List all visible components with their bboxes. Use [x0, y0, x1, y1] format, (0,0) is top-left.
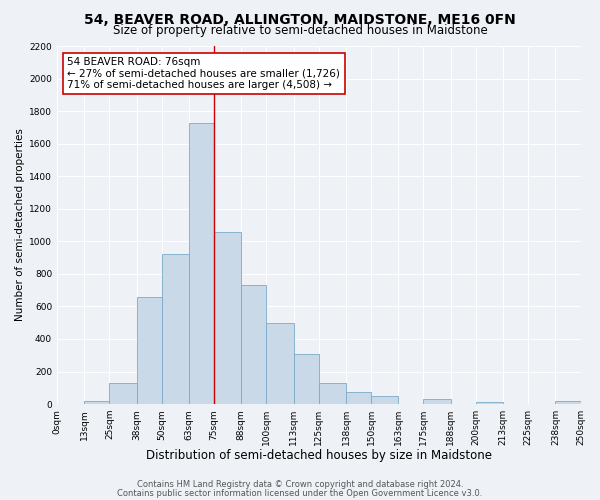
Bar	[476, 402, 503, 404]
Bar	[556, 401, 581, 404]
Text: Contains HM Land Registry data © Crown copyright and database right 2024.: Contains HM Land Registry data © Crown c…	[137, 480, 463, 489]
Bar	[319, 383, 346, 404]
Bar	[293, 354, 319, 404]
Bar	[346, 392, 371, 404]
Bar	[137, 296, 162, 404]
Y-axis label: Number of semi-detached properties: Number of semi-detached properties	[15, 128, 25, 322]
Bar	[241, 286, 266, 404]
Bar	[266, 322, 293, 404]
Text: Contains public sector information licensed under the Open Government Licence v3: Contains public sector information licen…	[118, 488, 482, 498]
Text: 54, BEAVER ROAD, ALLINGTON, MAIDSTONE, ME16 0FN: 54, BEAVER ROAD, ALLINGTON, MAIDSTONE, M…	[84, 12, 516, 26]
Bar	[189, 122, 214, 404]
Bar	[424, 399, 451, 404]
Bar	[162, 254, 189, 404]
X-axis label: Distribution of semi-detached houses by size in Maidstone: Distribution of semi-detached houses by …	[146, 450, 492, 462]
Text: Size of property relative to semi-detached houses in Maidstone: Size of property relative to semi-detach…	[113, 24, 487, 37]
Bar	[214, 232, 241, 404]
Text: 54 BEAVER ROAD: 76sqm
← 27% of semi-detached houses are smaller (1,726)
71% of s: 54 BEAVER ROAD: 76sqm ← 27% of semi-deta…	[67, 56, 340, 90]
Bar	[84, 401, 109, 404]
Bar	[109, 383, 137, 404]
Bar	[371, 396, 398, 404]
